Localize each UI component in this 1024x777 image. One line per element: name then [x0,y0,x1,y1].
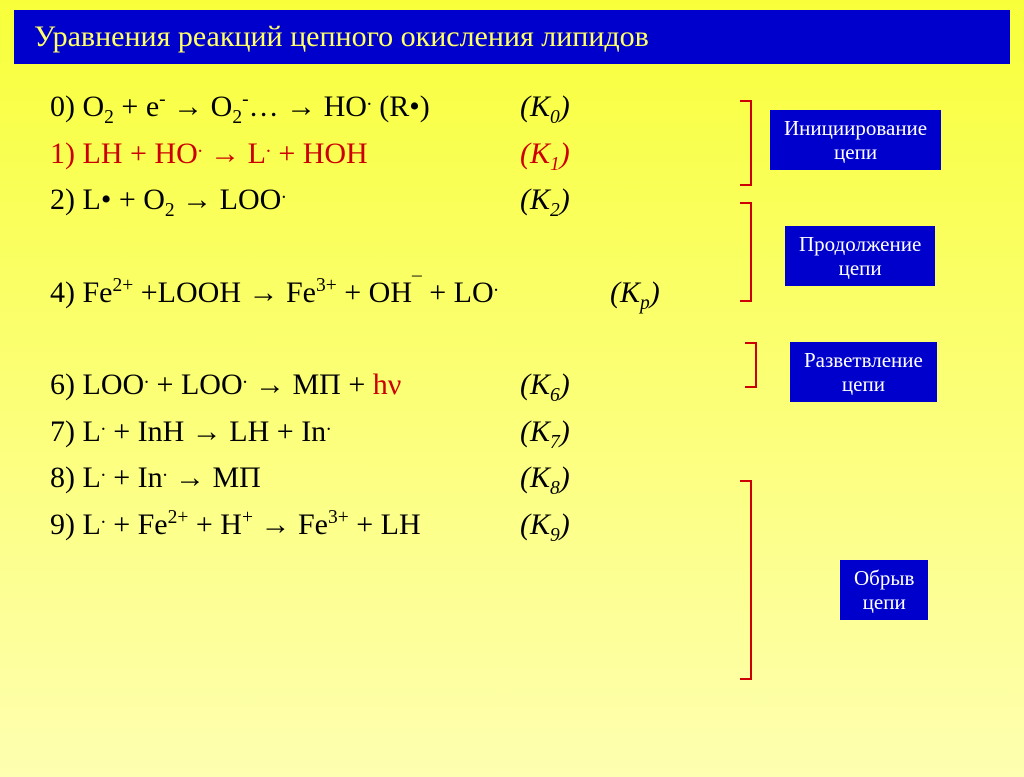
label-branching: Разветвлениецепи [790,342,937,402]
slide-title: Уравнения реакций цепного окисления липи… [14,10,1010,64]
equation-8: 8) L. + In. → МП(K8) [50,455,974,502]
bracket-init [740,100,752,186]
equation-2: 2) L• + O2 → LOO.(K2) [50,177,974,224]
bracket-prop [740,202,752,302]
label-propagation: Продолжениецепи [785,226,935,286]
bracket-term [740,480,752,680]
bracket-branch [745,342,757,388]
equation-7: 7) L. + InH → LH + In.(K7) [50,409,974,456]
label-initiation: Инициированиецепи [770,110,941,170]
label-termination: Обрывцепи [840,560,928,620]
equation-9: 9) L. + Fe2+ + H+ → Fe3+ + LH(K9) [50,502,974,549]
